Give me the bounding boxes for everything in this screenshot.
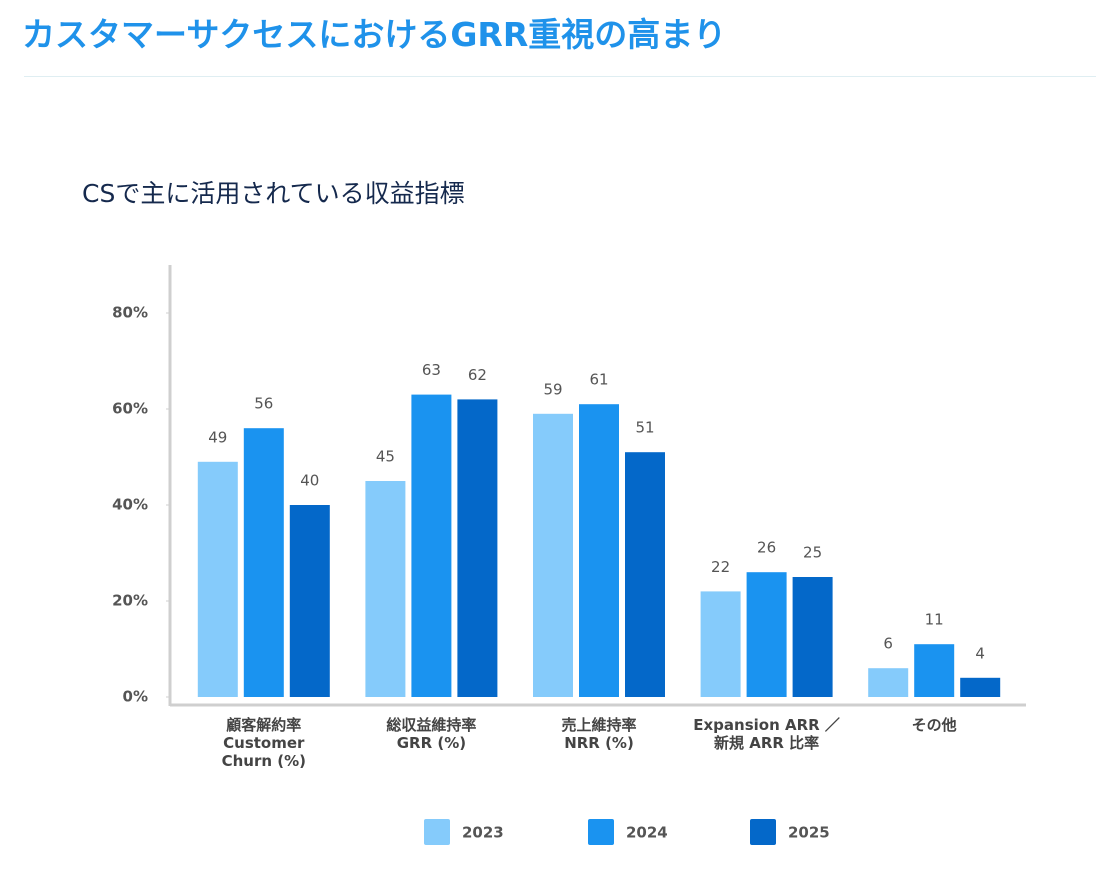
- divider: [24, 76, 1096, 77]
- value-label: 49: [208, 428, 227, 446]
- bar: [914, 644, 955, 697]
- value-label: 62: [468, 366, 487, 384]
- value-label: 26: [757, 539, 776, 557]
- bar: [746, 572, 787, 697]
- y-tick-label: 0%: [123, 688, 148, 706]
- legend-label: 2024: [626, 824, 668, 842]
- bar: [700, 591, 741, 697]
- value-label: 59: [543, 380, 562, 398]
- chart-title: CSで主に活用されている収益指標: [82, 179, 465, 208]
- x-tick-label: 総収益維持率 GRR (%): [386, 716, 477, 752]
- bar: [411, 394, 452, 697]
- x-tick-label: 顧客解約率 Customer Churn (%): [221, 716, 306, 770]
- value-label: 45: [376, 448, 395, 466]
- y-tick-label: 40%: [112, 496, 148, 514]
- value-label: 63: [422, 361, 441, 379]
- value-label: 11: [925, 611, 944, 629]
- value-label: 4: [975, 644, 985, 662]
- y-tick-label: 60%: [112, 400, 148, 418]
- value-label: 51: [635, 419, 654, 437]
- x-tick-label: Expansion ARR ／ 新規 ARR 比率: [693, 716, 840, 752]
- x-tick-label: 売上維持率 NRR (%): [561, 716, 637, 752]
- page-title: カスタマーサクセスにおけるGRR重視の高まり: [22, 15, 727, 54]
- value-label: 25: [803, 544, 822, 562]
- value-label: 56: [254, 395, 273, 413]
- value-label: 6: [883, 635, 893, 653]
- y-tick-label: 20%: [112, 592, 148, 610]
- legend-swatch: [588, 819, 614, 845]
- bar: [868, 668, 909, 697]
- bar: [457, 399, 498, 697]
- y-tick-label: 80%: [112, 304, 148, 322]
- bar: [579, 404, 619, 697]
- bar: [625, 452, 665, 697]
- bar: [197, 461, 238, 697]
- legend-label: 2023: [462, 824, 504, 842]
- value-label: 61: [589, 371, 608, 389]
- legend-label: 2025: [788, 824, 830, 842]
- bar: [960, 677, 1001, 697]
- bar: [533, 413, 573, 697]
- bar: [365, 481, 406, 697]
- legend-swatch: [424, 819, 450, 845]
- bar: [243, 428, 284, 697]
- legend-swatch: [750, 819, 776, 845]
- bar: [289, 505, 330, 697]
- x-tick-label: その他: [911, 716, 957, 734]
- bar: [792, 577, 833, 697]
- value-label: 22: [711, 558, 730, 576]
- value-label: 40: [300, 472, 319, 490]
